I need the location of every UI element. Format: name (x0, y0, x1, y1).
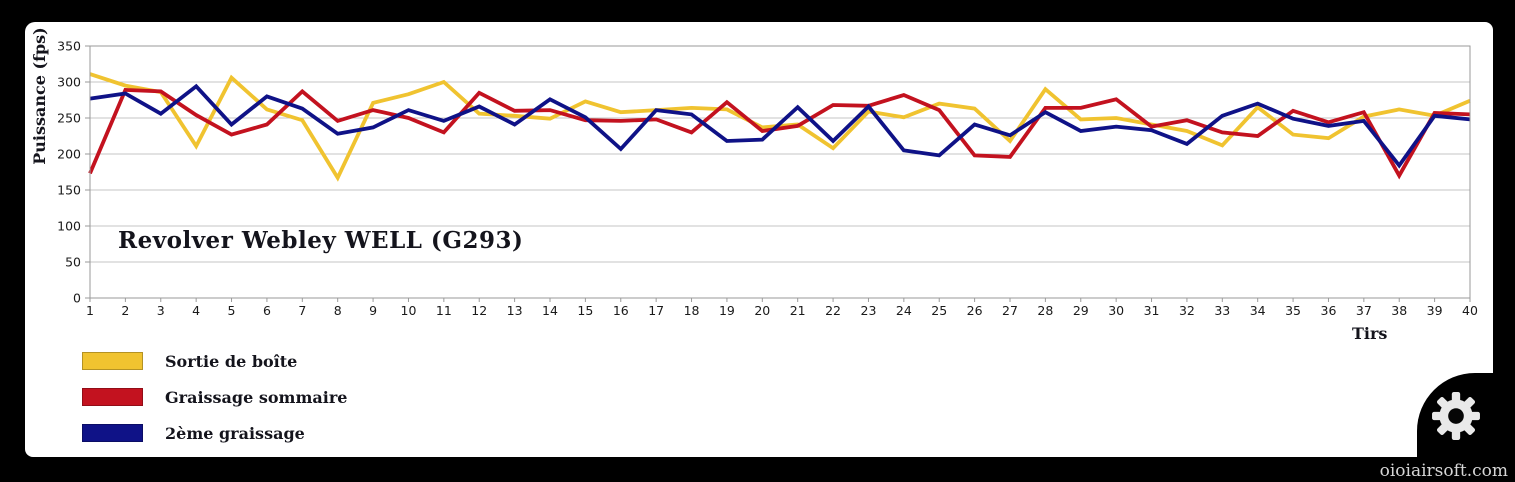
x-tick-label: 2 (121, 303, 129, 318)
x-tick-label: 33 (1214, 303, 1230, 318)
x-tick-label: 38 (1391, 303, 1407, 318)
x-tick-label: 31 (1144, 303, 1160, 318)
y-tick-label: 250 (57, 111, 81, 126)
x-tick-label: 21 (790, 303, 806, 318)
x-tick-label: 27 (1002, 303, 1018, 318)
x-tick-label: 40 (1462, 303, 1478, 318)
x-tick-label: 11 (436, 303, 452, 318)
x-tick-label: 29 (1073, 303, 1089, 318)
x-tick-label: 20 (754, 303, 770, 318)
series-line-2-me-graissage (89, 83, 1471, 169)
gear-icon (1432, 392, 1480, 440)
y-tick-label: 350 (57, 39, 81, 54)
x-tick-label: 8 (334, 303, 342, 318)
x-tick-label: 23 (861, 303, 877, 318)
x-tick-label: 25 (931, 303, 947, 318)
legend-label: Graissage sommaire (165, 387, 348, 407)
x-tick-label: 35 (1285, 303, 1301, 318)
y-tick-label: 300 (57, 75, 81, 90)
x-tick-label: 18 (684, 303, 700, 318)
x-tick-label: 37 (1356, 303, 1372, 318)
x-tick-label: 34 (1250, 303, 1266, 318)
series-lines (88, 72, 1471, 182)
legend-label: Sortie de boîte (165, 351, 298, 371)
x-tick-label: 15 (577, 303, 593, 318)
x-tick-label: 28 (1037, 303, 1053, 318)
corner-notch (1417, 373, 1493, 457)
x-tick-label: 7 (298, 303, 306, 318)
site-watermark: oioiairsoft.com (1379, 461, 1508, 481)
x-tick-label: 26 (967, 303, 983, 318)
x-tick-label: 13 (507, 303, 523, 318)
x-tick-label: 36 (1321, 303, 1337, 318)
x-tick-label: 17 (648, 303, 664, 318)
chart-plot-area (89, 45, 1471, 299)
y-tick-label: 200 (57, 147, 81, 162)
legend-swatch-graissage-sommaire (82, 388, 143, 406)
y-tick-label: 100 (57, 219, 81, 234)
x-tick-label: 6 (263, 303, 271, 318)
legend-swatch-2eme-graissage (82, 424, 143, 442)
x-tick-label: 39 (1427, 303, 1443, 318)
x-tick-label: 24 (896, 303, 912, 318)
legend-item: 2ème graissage (82, 423, 347, 443)
x-axis-title: Tirs (1352, 324, 1387, 343)
x-tick-label: 16 (613, 303, 629, 318)
chart-title: Revolver Webley WELL (G293) (118, 227, 524, 254)
legend-swatch-sortie-de-boite (82, 352, 143, 370)
y-tick-label: 50 (65, 255, 81, 270)
x-tick-label: 9 (369, 303, 377, 318)
y-tick-label: 0 (73, 291, 81, 306)
x-tick-label: 32 (1179, 303, 1195, 318)
x-tick-label: 19 (719, 303, 735, 318)
chart-panel: 0 50 100 150 200 250 300 350 1 2 3 4 5 6 7 8 9 10 11 12 13 14… (25, 22, 1493, 457)
axes (85, 45, 1471, 302)
x-tick-label: 3 (157, 303, 165, 318)
y-tick-label: 150 (57, 183, 81, 198)
x-tick-label: 4 (192, 303, 200, 318)
legend: Sortie de boîte Graissage sommaire 2ème … (82, 352, 347, 460)
x-tick-label: 5 (228, 303, 236, 318)
y-axis-title: Puissance (fps) (30, 27, 49, 164)
gridlines (90, 45, 1470, 299)
legend-label: 2ème graissage (165, 423, 305, 443)
x-tick-label: 1 (86, 303, 94, 318)
series-line-graissage-sommaire (88, 87, 1471, 180)
x-tick-label: 30 (1108, 303, 1124, 318)
legend-item: Graissage sommaire (82, 387, 348, 407)
x-tick-label: 10 (401, 303, 417, 318)
x-tick-label: 14 (542, 303, 558, 318)
x-tick-label: 12 (471, 303, 487, 318)
x-tick-label: 22 (825, 303, 841, 318)
legend-item: Sortie de boîte (82, 351, 347, 371)
